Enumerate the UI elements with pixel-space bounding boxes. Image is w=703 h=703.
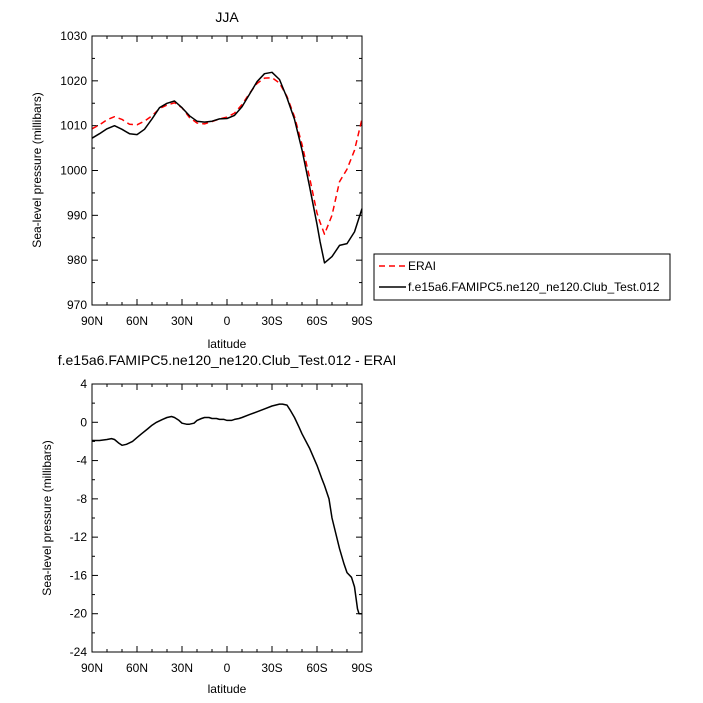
bottom-y-tick-label: -16 [70, 568, 88, 582]
top-x-tick-label: 60S [306, 314, 327, 328]
bottom-y-tick-label: -24 [70, 645, 88, 659]
top-series-line-0 [91, 76, 363, 235]
top-y-tick-label: 1010 [60, 119, 87, 133]
bottom-y-tick-label: -20 [70, 607, 88, 621]
legend-label-model: f.e15a6.FAMIPC5.ne120_ne120.Club_Test.01… [408, 280, 660, 294]
top-plot-area: 970 980 990 1000 1010 1020 1030 90N 60N 30N 0 30S 60… [60, 29, 372, 328]
top-y-tick-label: 990 [67, 208, 87, 222]
bottom-y-tick-label: -8 [76, 492, 87, 506]
top-y-tick-label: 1030 [60, 29, 87, 43]
top-panel: JJA 970 980 990 1000 1010 1020 1030 90N 60N 30N 0 3… [30, 9, 671, 351]
bottom-y-axis-label: Sea-level pressure (millibars) [40, 440, 54, 595]
top-plot-frame [91, 35, 363, 306]
legend: ERAI f.e15a6.FAMIPC5.ne120_ne120.Club_Te… [373, 253, 671, 301]
bottom-x-tick-label: 60S [306, 661, 327, 675]
bottom-y-tick-label: -12 [70, 530, 88, 544]
top-x-tick-label: 30N [171, 314, 193, 328]
top-series-line-1 [91, 71, 363, 264]
bottom-x-tick-label: 90S [351, 661, 372, 675]
bottom-chart-title: f.e15a6.FAMIPC5.ne120_ne120.Club_Test.01… [58, 352, 397, 368]
top-y-tick-label: 980 [67, 253, 87, 267]
top-y-tick-label: 1000 [60, 164, 87, 178]
bottom-y-tick-label: -4 [76, 454, 87, 468]
top-y-tick-label: 1020 [60, 74, 87, 88]
bottom-x-tick-label: 30N [171, 661, 193, 675]
bottom-panel: f.e15a6.FAMIPC5.ne120_ne120.Club_Test.01… [40, 352, 396, 696]
bottom-x-tick-label: 30S [261, 661, 282, 675]
top-x-axis-label: latitude [208, 337, 247, 351]
top-y-axis-label: Sea-level pressure (millibars) [30, 92, 44, 247]
bottom-y-tick-label: 4 [80, 377, 87, 391]
bottom-plot-area: -24 -20 -16 -12 -8 -4 0 4 90N 60N 30N 0 30S 60S 90S [70, 377, 373, 675]
top-x-tick-label: 0 [224, 314, 231, 328]
legend-label-erai: ERAI [408, 259, 436, 273]
top-chart-title: JJA [215, 9, 239, 25]
bottom-x-tick-label: 0 [224, 661, 231, 675]
bottom-y-tick-label: 0 [80, 415, 87, 429]
bottom-plot-frame [91, 383, 363, 653]
bottom-x-tick-label: 90N [81, 661, 103, 675]
top-x-tick-label: 90N [81, 314, 103, 328]
top-x-tick-label: 60N [126, 314, 148, 328]
top-y-tick-label: 970 [67, 298, 87, 312]
top-x-tick-label: 30S [261, 314, 282, 328]
bottom-series-line-0 [92, 403, 362, 615]
bottom-x-axis-label: latitude [208, 682, 247, 696]
top-x-tick-label: 90S [351, 314, 372, 328]
legend-box [373, 253, 671, 301]
bottom-x-tick-label: 60N [126, 661, 148, 675]
